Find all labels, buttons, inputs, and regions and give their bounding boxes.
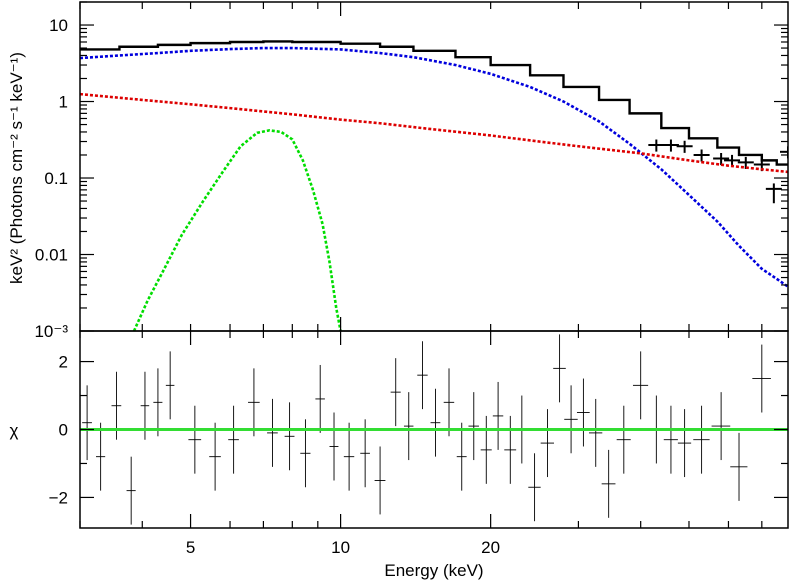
spectrum-series-0-step-line <box>80 40 788 166</box>
residual-point <box>126 456 136 525</box>
spectrum-y-tick-label: 1 <box>59 93 68 112</box>
x-tick-label: 20 <box>481 538 500 557</box>
residual-point <box>528 453 541 522</box>
spectrum-y-tick-label: 0.01 <box>35 246 68 265</box>
residual-point <box>730 432 748 501</box>
residual-point <box>752 344 771 413</box>
residual-y-axis-title: χ <box>10 421 19 440</box>
residual-point <box>588 398 603 467</box>
spectrum-y-tick-label: 10 <box>49 16 68 35</box>
residual-point <box>315 364 325 433</box>
residual-y-tick-label: 0 <box>59 421 68 440</box>
residual-point <box>711 392 731 461</box>
residual-point <box>228 405 239 474</box>
residual-tick-marks <box>79 331 788 528</box>
residual-point <box>374 446 386 515</box>
spectrum-series-2-model-line <box>80 46 788 288</box>
residual-point <box>153 368 163 437</box>
residual-point <box>693 405 710 474</box>
residual-y-tick-label: 2 <box>59 353 68 372</box>
spectrum-series-1-data-points <box>648 139 788 204</box>
residual-point <box>443 368 455 437</box>
residual-point <box>209 422 221 491</box>
spectrum-y-tick-label: 0.1 <box>44 169 68 188</box>
x-tick-label: 5 <box>186 538 195 557</box>
residual-point <box>468 392 479 461</box>
residual-panel: 20−2 5 10 20 χ Energy (keV) <box>10 330 789 580</box>
residual-point <box>504 415 517 484</box>
residual-point <box>601 449 616 518</box>
x-axis-title: Energy (keV) <box>384 561 483 580</box>
residual-series-group <box>80 334 788 525</box>
spectrum-tick-marks <box>79 1 788 332</box>
residual-point <box>576 378 590 447</box>
residual-point <box>540 409 554 478</box>
residual-point <box>492 381 504 450</box>
x-tick-label: 10 <box>331 538 350 557</box>
residual-point <box>616 405 631 474</box>
residual-point <box>663 405 678 474</box>
residual-point <box>267 398 278 467</box>
residual-panel-frame <box>79 330 789 529</box>
residual-point <box>430 388 441 457</box>
residual-point <box>390 358 401 427</box>
spectrum-series-3-model-line <box>80 92 788 174</box>
residual-point <box>677 409 692 478</box>
residual-point <box>82 385 92 461</box>
residual-point <box>564 385 578 454</box>
residual-point <box>417 341 428 410</box>
residual-point <box>480 415 492 484</box>
residual-point <box>553 334 566 403</box>
residual-y-tick-label: −2 <box>49 488 68 507</box>
residual-y-tick-labels: 2 0 −2 <box>49 353 68 508</box>
residual-point <box>329 412 339 481</box>
residual-point <box>248 368 260 437</box>
residual-point <box>188 405 202 474</box>
spectrum-y-tick-label: 10⁻³ <box>34 322 68 341</box>
spectrum-y-axis-title: keV² (Photons cm⁻² s⁻¹ keV⁻¹) <box>7 52 26 284</box>
spectrum-series-4-model-line <box>132 129 342 331</box>
residual-point <box>165 351 175 420</box>
residual-point <box>95 422 106 491</box>
residual-point <box>403 392 414 461</box>
spectrum-series-group <box>80 40 788 331</box>
residual-point <box>343 422 355 491</box>
residual-point <box>456 422 467 491</box>
residual-point <box>632 351 649 420</box>
residual-x-tick-labels: 5 10 20 <box>186 538 500 557</box>
residual-point <box>284 402 295 471</box>
spectrum-panel: 10 1 0.1 0.01 10⁻³ keV² (Photons cm⁻² s⁻¹ ke… <box>7 1 789 341</box>
spectrum-y-tick-labels: 10 1 0.1 0.01 10⁻³ <box>34 16 68 341</box>
